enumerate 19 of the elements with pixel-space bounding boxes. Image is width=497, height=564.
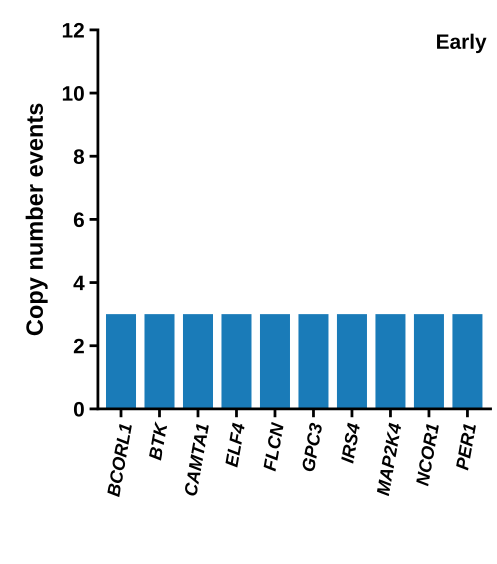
y-tick-label: 6 [74, 212, 84, 228]
x-tick-label: CAMTA1 [184, 423, 210, 496]
x-tick-label: GPC3 [302, 422, 322, 472]
y-tick-label: 12 [62, 22, 84, 38]
x-tick-label: MAP2K4 [376, 422, 402, 496]
y-tick-label: 4 [73, 276, 85, 290]
y-tick-label: 2 [74, 338, 84, 354]
y-axis-title: Copy number events [26, 104, 48, 336]
chart-title: Early [437, 34, 486, 54]
x-tick-label: IRS4 [340, 422, 360, 464]
x-tick-label: PER1 [456, 423, 476, 471]
x-tick-label: ELF4 [225, 422, 245, 468]
y-tick-label: 10 [62, 86, 84, 101]
x-tick-label: FLCN [263, 422, 284, 472]
y-tick-label: 0 [74, 402, 84, 417]
x-tick-label: BTK [148, 421, 168, 461]
y-tick-label: 8 [74, 149, 84, 164]
x-tick-label: NCOR1 [416, 423, 440, 486]
x-tick-label: BCORL1 [106, 423, 132, 498]
